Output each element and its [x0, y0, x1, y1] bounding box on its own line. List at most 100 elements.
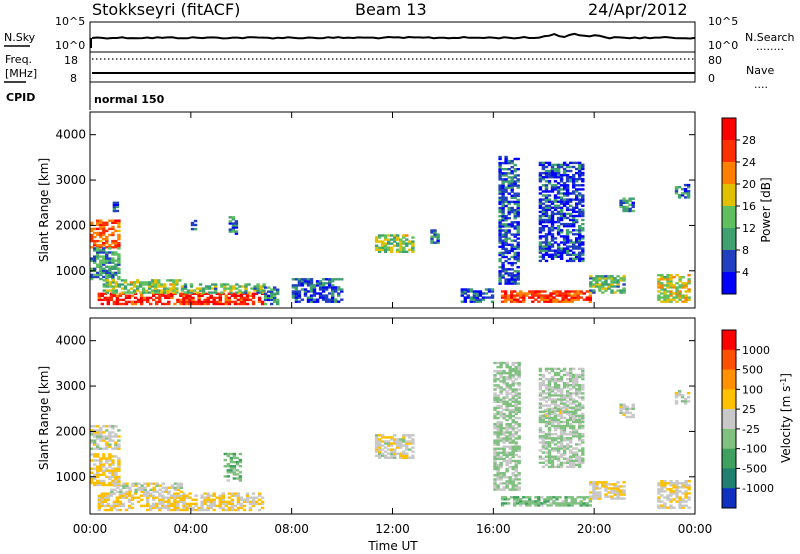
- velocity-cell-616: [377, 450, 382, 453]
- velocity-cell-1238: [538, 404, 543, 407]
- velocity-cell-1753: [616, 487, 620, 490]
- velocity-cell-516: [140, 490, 144, 493]
- power-cell-804: [374, 246, 379, 249]
- power-cell-1572: [562, 247, 567, 250]
- power-cell-107: [96, 257, 100, 260]
- power-cell-227: [115, 294, 120, 297]
- power-cell-1883: [631, 203, 635, 206]
- velocity-cell-1717: [598, 493, 602, 496]
- power-cell-2055: [490, 300, 495, 303]
- velocity-cell-316: [173, 506, 177, 510]
- velocity-cell-1082: [511, 433, 515, 436]
- velocity-cell-43: [105, 437, 109, 440]
- velocity-cell-547: [170, 484, 175, 487]
- power-cell-805: [374, 244, 379, 247]
- velocity-cell-1085: [511, 425, 515, 428]
- power-cell-1467: [550, 202, 555, 205]
- velocity-cell-862: [496, 478, 500, 481]
- velocity-cell-742: [528, 498, 532, 501]
- power-cell-2018: [463, 290, 467, 293]
- velocity-cell-994: [505, 437, 509, 440]
- velocity-cell-215: [112, 502, 117, 506]
- velocity-cell-1403: [553, 382, 558, 385]
- velocity-cell-915: [499, 447, 503, 450]
- velocity-cell-1688: [581, 375, 585, 379]
- power-cell-1129: [504, 270, 508, 273]
- velocity-cell-559: [223, 475, 227, 478]
- power-cell-1935: [669, 282, 673, 285]
- power-cell-9: [93, 244, 97, 247]
- power-cell-722: [309, 290, 314, 293]
- velocity-cell-1708: [595, 495, 599, 498]
- power-cell-787: [334, 300, 338, 303]
- velocity-cell-135: [108, 477, 112, 481]
- velocity-cell-1647: [578, 414, 582, 417]
- velocity-cell-1: [90, 441, 94, 444]
- power-cell-414: [102, 285, 106, 288]
- velocity-cell-21: [96, 433, 100, 436]
- velocity-cell-225: [118, 504, 123, 508]
- velocity-cell-24: [96, 425, 100, 428]
- velocity-cell-321: [173, 496, 177, 499]
- velocity-cell-851: [493, 388, 497, 391]
- velocity-cell-1183: [517, 372, 521, 375]
- velocity-cell-61: [114, 447, 118, 450]
- velocity-cell-244: [127, 494, 132, 497]
- velocity-cell-833: [493, 443, 497, 446]
- velocity-cell-188: [100, 502, 104, 506]
- velocity-cell-1718: [598, 491, 602, 494]
- power-cell-710: [306, 300, 311, 303]
- power-cell-1453: [550, 237, 555, 240]
- velocity-cell-1351: [550, 447, 555, 450]
- power-cell-616: [190, 227, 195, 231]
- power-cell-1536: [556, 167, 561, 171]
- power-cell-375: [233, 302, 238, 306]
- velocity-cell-1732: [607, 491, 611, 494]
- velocity-cell-1597: [572, 375, 576, 379]
- power-cell-1481: [553, 253, 558, 256]
- power-cell-91: [90, 257, 94, 260]
- power-cell-365: [224, 296, 228, 300]
- velocity-cell-1673: [581, 424, 585, 428]
- velocity-cell-566: [226, 469, 230, 472]
- velocity-cell-898: [496, 378, 500, 381]
- noise-left-label: N.Sky: [4, 31, 36, 44]
- power-cell-452: [129, 291, 134, 294]
- power-cell-220: [112, 300, 117, 304]
- power-cell-1721: [578, 251, 582, 254]
- power-cell-430: [111, 285, 116, 288]
- power-cell-1116: [501, 186, 505, 189]
- velocity-cell-1434: [556, 384, 561, 387]
- power-colorbar-label-4: 12: [742, 222, 756, 235]
- power-cell-547: [192, 289, 197, 292]
- power-cell-565: [214, 289, 218, 292]
- velocity-cell-703: [411, 450, 415, 453]
- velocity-cell-1633: [578, 457, 582, 460]
- velocity-cell-631: [383, 456, 388, 459]
- power-cell-1533: [556, 173, 561, 177]
- velocity-cell-1076: [511, 449, 515, 452]
- velocity-cell-974: [502, 378, 506, 381]
- power-cell-1651: [569, 192, 573, 195]
- power-cell-853: [399, 250, 403, 253]
- power-cell-1390: [544, 235, 549, 238]
- velocity-cell-567: [226, 465, 230, 468]
- velocity-cell-272: [149, 494, 153, 497]
- velocity-cell-1148: [514, 369, 518, 373]
- velocity-cell-706: [411, 440, 415, 443]
- velocity-cell-528: [149, 482, 153, 485]
- power-cell-1984: [687, 282, 691, 285]
- velocity-cell-209: [109, 506, 114, 510]
- power-cell-283: [167, 300, 171, 304]
- velocity-cell-1354: [550, 437, 555, 440]
- power-cell-1459: [550, 222, 555, 226]
- power-cell-1023: [585, 298, 589, 301]
- power-cell-79: [117, 233, 121, 237]
- power-cell-445: [123, 287, 128, 290]
- power-cell-912: [510, 298, 514, 301]
- power-cell-2027: [469, 290, 473, 293]
- power-cell-1415: [544, 161, 549, 165]
- velocity-cell-37: [102, 431, 106, 434]
- power-cell-1235: [510, 159, 514, 163]
- power-cell-182: [117, 269, 121, 273]
